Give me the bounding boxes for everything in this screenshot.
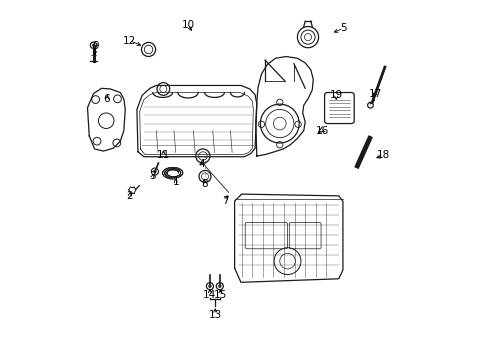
Text: 2: 2	[126, 191, 133, 201]
Text: 3: 3	[149, 171, 156, 181]
Text: 19: 19	[329, 90, 342, 100]
Text: 13: 13	[208, 310, 222, 320]
Text: 12: 12	[123, 36, 136, 46]
Text: 6: 6	[103, 94, 110, 104]
Text: 9: 9	[92, 41, 99, 51]
Circle shape	[92, 44, 95, 47]
Circle shape	[218, 284, 221, 288]
Text: 16: 16	[315, 126, 328, 136]
Text: 17: 17	[367, 89, 381, 99]
Text: 5: 5	[339, 23, 346, 33]
Text: 8: 8	[201, 179, 208, 189]
Circle shape	[208, 284, 211, 288]
Text: 4: 4	[199, 159, 205, 169]
Text: 18: 18	[376, 150, 390, 160]
Text: 11: 11	[157, 150, 170, 160]
Text: 7: 7	[222, 196, 228, 206]
Text: 14: 14	[203, 290, 216, 300]
Circle shape	[153, 170, 156, 173]
Text: 1: 1	[172, 177, 179, 187]
Text: 15: 15	[213, 290, 226, 300]
Text: 10: 10	[181, 20, 194, 30]
